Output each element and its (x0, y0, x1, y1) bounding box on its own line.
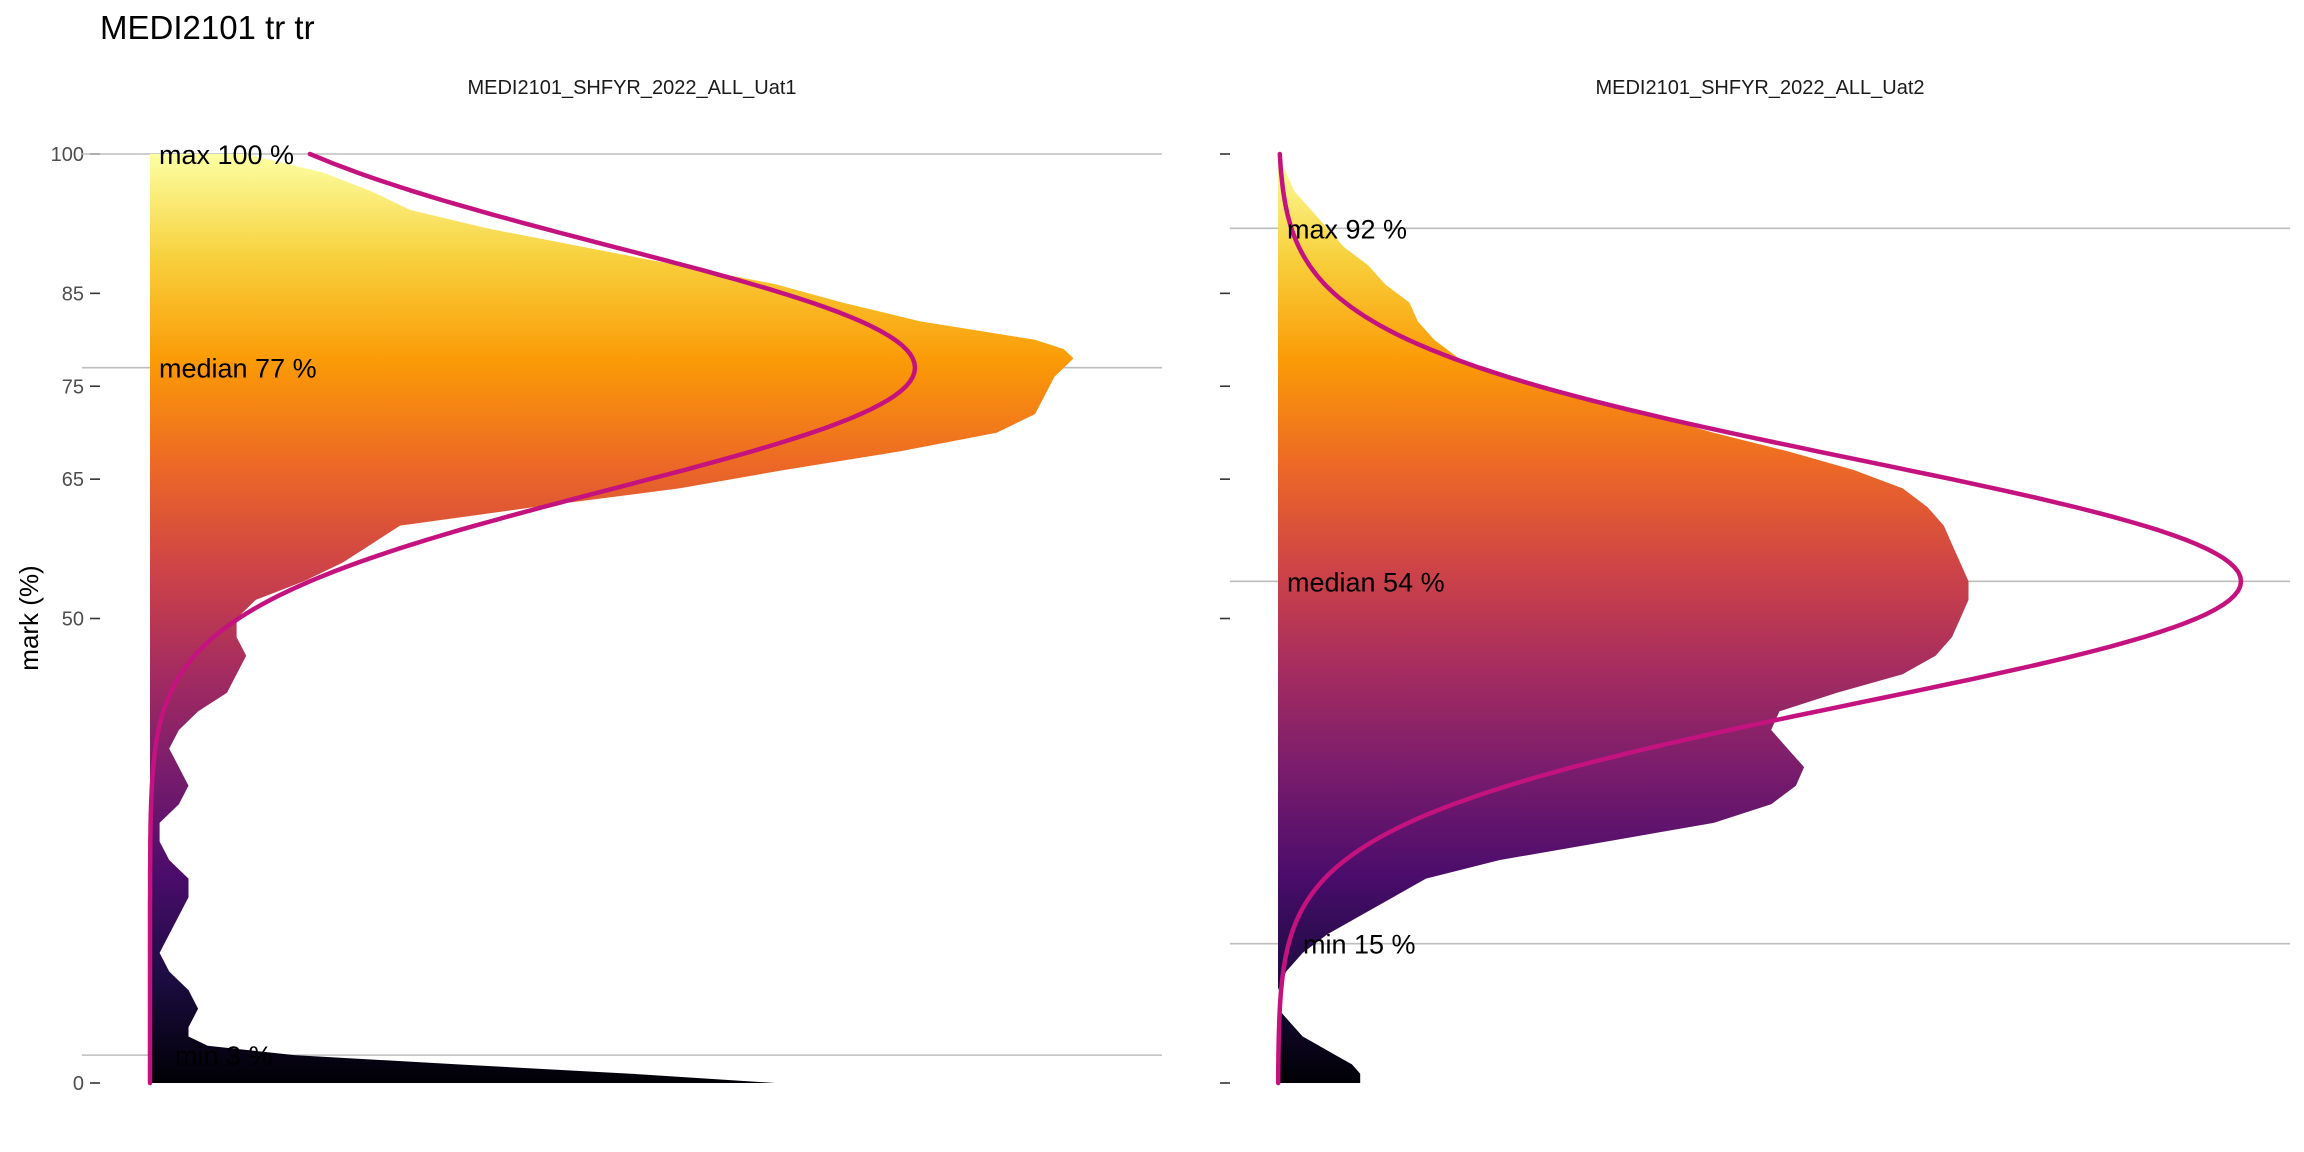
y-tick-label: 65 (62, 469, 84, 491)
panel-1: MEDI2101_SHFYR_2022_ALL_Uat1 0 50 65 75 85 100… (51, 77, 1162, 1095)
y-tick-label: 75 (62, 376, 84, 398)
panel-title: MEDI2101_SHFYR_2022_ALL_Uat2 (1595, 77, 1924, 99)
annotation-label: max 92 % (1287, 214, 1407, 244)
y-tick-label: 50 (62, 609, 84, 631)
annotation-label: median 77 % (159, 354, 317, 384)
y-tick-label: 85 (62, 283, 84, 305)
panel-title: MEDI2101_SHFYR_2022_ALL_Uat1 (467, 77, 796, 99)
annotation-label: min 3 % (175, 1041, 273, 1071)
chart-title: MEDI2101 tr tr (100, 9, 315, 46)
annotation-label: median 54 % (1287, 567, 1445, 597)
annotation-label: min 15 % (1303, 930, 1416, 960)
y-tick-label: 0 (73, 1073, 84, 1095)
y-axis-label: mark (%) (14, 565, 44, 670)
annotation-label: max 100 % (159, 140, 294, 170)
density-area (150, 154, 1074, 1083)
normal-curve (147, 151, 918, 1086)
density-area (1278, 154, 1969, 1083)
normal-curve (1275, 151, 2244, 1086)
y-tick-label: 100 (51, 144, 84, 166)
